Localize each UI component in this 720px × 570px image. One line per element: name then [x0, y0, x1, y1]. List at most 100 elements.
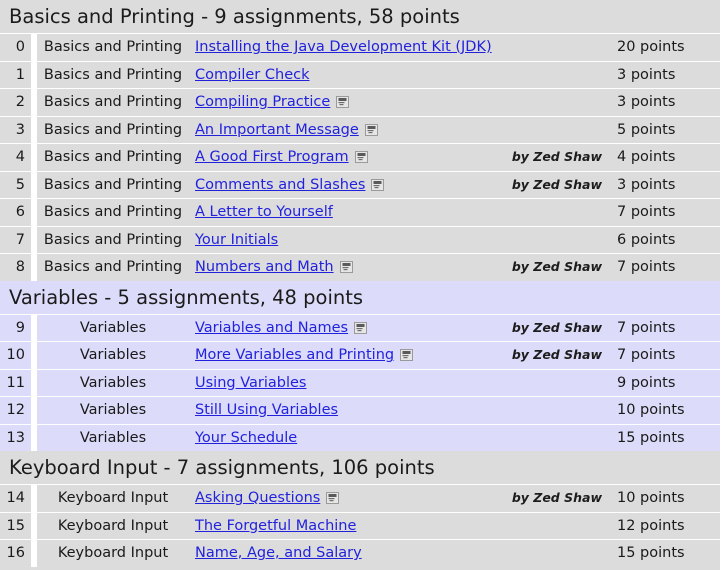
row-author: by Zed Shaw: [511, 176, 602, 192]
assignment-link[interactable]: Your Schedule: [195, 429, 298, 446]
column-divider: [31, 89, 37, 116]
table-row[interactable]: 8 Basics and Printing Numbers and Math by Z…: [0, 253, 720, 281]
table-row[interactable]: 0 Basics and Printing Installing the Java …: [0, 33, 720, 61]
column-divider: [31, 314, 37, 341]
row-title-cell: A Letter to Yourself: [189, 199, 610, 226]
table-row[interactable]: 10 Variables More Variables and Printing by…: [0, 341, 720, 369]
table-row[interactable]: 5 Basics and Printing Comments and Slashes…: [0, 170, 720, 199]
assignment-link[interactable]: Name, Age, and Salary: [195, 545, 362, 561]
assignment-link[interactable]: Compiling Practice: [195, 94, 331, 110]
row-title-cell: More Variables and Printing by Zed Shaw: [189, 342, 610, 369]
column-divider: [31, 397, 37, 424]
row-category: Variables: [79, 402, 147, 418]
video-icon[interactable]: [354, 321, 368, 334]
video-icon[interactable]: [371, 178, 385, 191]
row-points: 3 points: [617, 66, 676, 83]
video-icon[interactable]: [326, 492, 340, 505]
video-icon[interactable]: [354, 151, 368, 164]
column-divider: [31, 512, 37, 539]
column-divider: [31, 369, 37, 396]
row-index: 4: [15, 149, 25, 165]
row-points: 7 points: [617, 319, 676, 336]
row-points: 10 points: [617, 490, 685, 506]
assignment-link[interactable]: Using Variables: [195, 374, 307, 391]
row-category: Basics and Printing: [43, 231, 183, 248]
row-author: by Zed Shaw: [511, 149, 602, 164]
row-index: 3: [15, 121, 25, 138]
assignment-link[interactable]: Your Initials: [195, 231, 279, 248]
row-points: 3 points: [617, 176, 676, 193]
column-divider: [31, 61, 37, 88]
row-index: 12: [6, 402, 25, 418]
assignment-link[interactable]: Still Using Variables: [195, 402, 339, 418]
table-row[interactable]: 3 Basics and Printing An Important Message…: [0, 115, 720, 144]
row-points: 15 points: [617, 429, 685, 446]
row-title-cell: Comments and Slashes by Zed Shaw: [189, 172, 610, 199]
row-category: Basics and Printing: [43, 204, 183, 220]
table-row[interactable]: 12 Variables Still Using Variables 10 point…: [0, 396, 720, 424]
column-divider: [31, 199, 37, 226]
row-title-cell: Your Schedule: [189, 425, 610, 452]
row-title-cell: The Forgetful Machine: [189, 513, 610, 540]
video-icon[interactable]: [400, 349, 414, 362]
row-category: Keyboard Input: [57, 517, 169, 534]
assignment-link[interactable]: More Variables and Printing: [195, 347, 395, 363]
row-points: 20 points: [617, 39, 685, 55]
row-index: 16: [6, 545, 25, 561]
assignment-link[interactable]: A Letter to Yourself: [195, 204, 333, 220]
assignment-link[interactable]: An Important Message: [195, 121, 359, 138]
table-row[interactable]: 14 Keyboard Input Asking Questions by Zed S…: [0, 484, 720, 512]
row-category: Basics and Printing: [43, 149, 183, 165]
row-category: Variables: [79, 429, 147, 446]
row-category: Basics and Printing: [43, 176, 183, 193]
assignment-section: Keyboard Input - 7 assignments, 106 poin…: [0, 451, 720, 567]
assignment-link[interactable]: Variables and Names: [195, 319, 349, 336]
column-divider: [31, 144, 37, 171]
row-title-cell: An Important Message: [189, 117, 610, 144]
table-row[interactable]: 6 Basics and Printing A Letter to Yourself…: [0, 198, 720, 226]
assignment-link[interactable]: Comments and Slashes: [195, 176, 366, 193]
row-title-cell: Asking Questions by Zed Shaw: [189, 485, 610, 512]
row-title-cell: Compiler Check: [189, 62, 610, 89]
table-row[interactable]: 15 Keyboard Input The Forgetful Machine 12 …: [0, 511, 720, 540]
row-points: 7 points: [617, 347, 676, 363]
row-category: Basics and Printing: [43, 121, 183, 138]
row-index: 13: [6, 429, 25, 446]
video-icon[interactable]: [336, 96, 350, 109]
column-divider: [31, 424, 37, 451]
assignment-link[interactable]: Installing the Java Development Kit (JDK…: [195, 39, 492, 55]
table-row[interactable]: 9 Variables Variables and Names by Zed Shaw…: [0, 313, 720, 342]
row-category: Variables: [79, 319, 147, 336]
row-title-cell: Compiling Practice: [189, 89, 610, 116]
table-row[interactable]: 16 Keyboard Input Name, Age, and Salary 15 …: [0, 539, 720, 567]
assignment-link[interactable]: Compiler Check: [195, 66, 310, 83]
row-index: 0: [15, 39, 25, 55]
table-row[interactable]: 4 Basics and Printing A Good First Program…: [0, 143, 720, 171]
row-category: Basics and Printing: [43, 66, 183, 83]
row-title-cell: Numbers and Math by Zed Shaw: [189, 254, 610, 281]
row-title-cell: Variables and Names by Zed Shaw: [189, 315, 610, 342]
row-points: 4 points: [617, 149, 676, 165]
row-index: 10: [6, 347, 25, 363]
assignment-link[interactable]: Numbers and Math: [195, 259, 334, 275]
row-points: 6 points: [617, 231, 676, 248]
row-index: 11: [6, 374, 25, 391]
assignment-link[interactable]: Asking Questions: [195, 490, 321, 506]
assignment-link[interactable]: A Good First Program: [195, 149, 349, 165]
row-points: 15 points: [617, 545, 685, 561]
table-row[interactable]: 1 Basics and Printing Compiler Check 3 poin…: [0, 60, 720, 89]
assignment-link[interactable]: The Forgetful Machine: [195, 517, 357, 534]
column-divider: [31, 116, 37, 143]
video-icon[interactable]: [339, 261, 353, 274]
table-row[interactable]: 11 Variables Using Variables 9 points: [0, 368, 720, 396]
video-icon[interactable]: [364, 123, 378, 136]
table-row[interactable]: 7 Basics and Printing Your Initials 6 point…: [0, 225, 720, 253]
row-points: 12 points: [617, 517, 685, 534]
assignment-section: Variables - 5 assignments, 48 points 9 Var…: [0, 280, 720, 452]
column-divider: [31, 342, 37, 369]
row-points: 7 points: [617, 204, 676, 220]
table-row[interactable]: 13 Variables Your Schedule 15 points: [0, 423, 720, 452]
table-row[interactable]: 2 Basics and Printing Compiling Practice 3 …: [0, 88, 720, 116]
row-author: by Zed Shaw: [511, 490, 602, 505]
